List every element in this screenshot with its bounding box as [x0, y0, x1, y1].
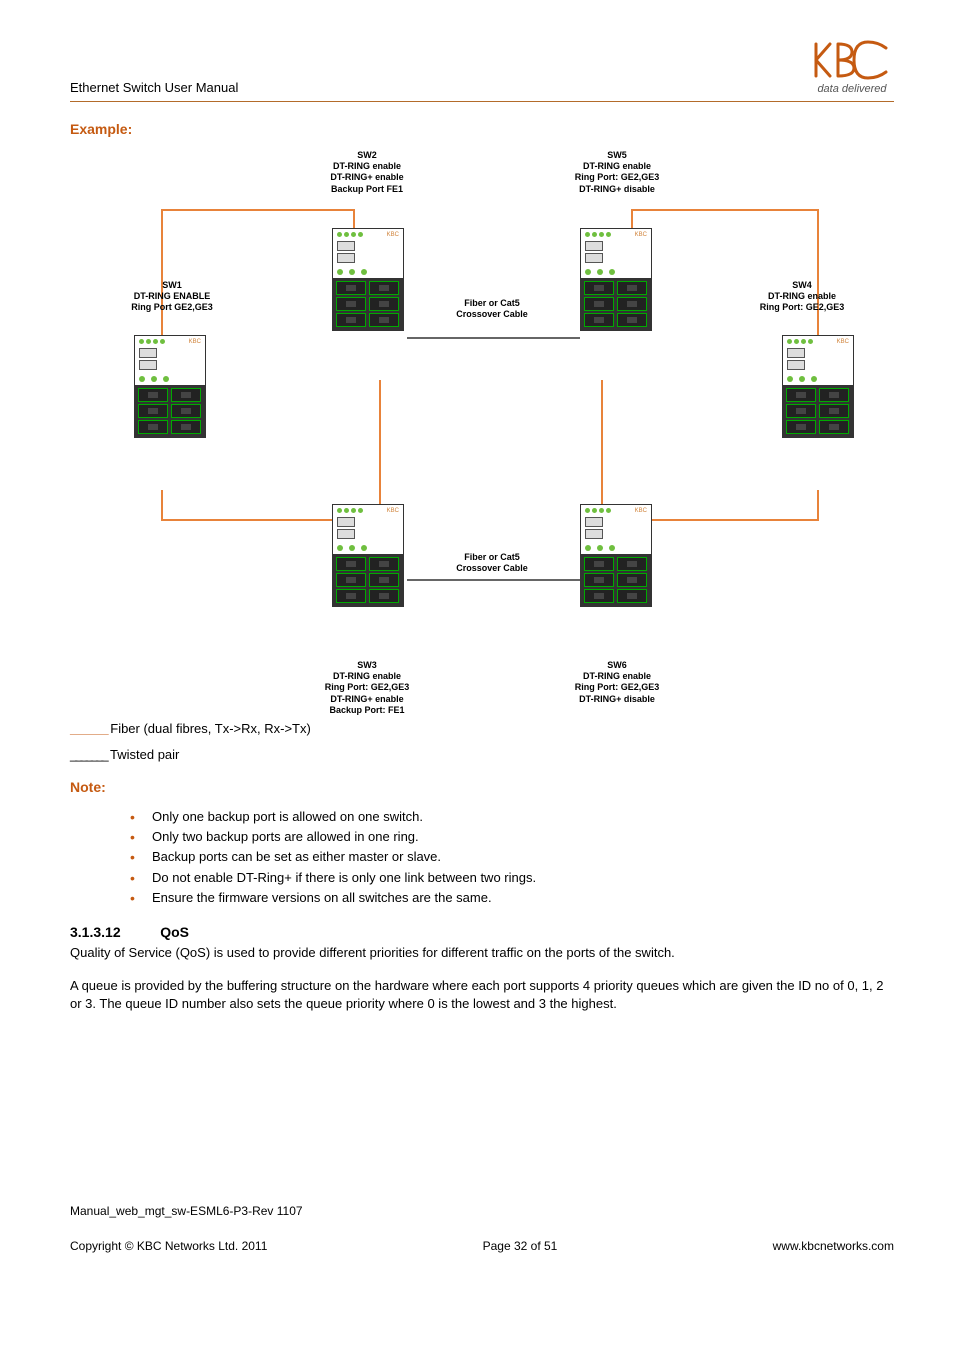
header-title: Ethernet Switch User Manual — [70, 79, 238, 97]
note-item: Do not enable DT-Ring+ if there is only … — [130, 869, 894, 887]
legend: _______ Fiber (dual fibres, Tx->Rx, Rx->… — [70, 720, 894, 764]
page-footer: Manual_web_mgt_sw-ESML6-P3-Rev 1107 Copy… — [70, 1203, 894, 1255]
sw1-device: KBC — [134, 335, 206, 438]
footer-page: Page 32 of 51 — [483, 1238, 558, 1255]
brand-logo: data delivered — [810, 40, 894, 97]
qos-title: QoS — [160, 924, 189, 940]
note-list: Only one backup port is allowed on one s… — [70, 808, 894, 907]
sw2-device: KBC — [332, 228, 404, 331]
page-header: Ethernet Switch User Manual data deliver… — [70, 40, 894, 102]
qos-para1: Quality of Service (QoS) is used to prov… — [70, 944, 894, 962]
sw5-label: SW5 DT-RING enable Ring Port: GE2,GE3 DT… — [547, 150, 687, 195]
note-item: Backup ports can be set as either master… — [130, 848, 894, 866]
sw6-label: SW6 DT-RING enable Ring Port: GE2,GE3 DT… — [547, 660, 687, 705]
legend-fiber: _______ Fiber (dual fibres, Tx->Rx, Rx->… — [70, 720, 894, 738]
sw3-label: SW3 DT-RING enable Ring Port: GE2,GE3 DT… — [297, 660, 437, 716]
legend-twisted-label: Twisted pair — [110, 747, 179, 762]
sw1-label: SW1 DT-RING ENABLE Ring Port GE2,GE3 — [102, 280, 242, 314]
footer-copyright: Copyright © KBC Networks Ltd. 2011 — [70, 1238, 267, 1255]
sw5-device: KBC — [580, 228, 652, 331]
legend-fiber-label: Fiber (dual fibres, Tx->Rx, Rx->Tx) — [110, 721, 311, 736]
footer-filename: Manual_web_mgt_sw-ESML6-P3-Rev 1107 — [70, 1203, 894, 1220]
example-heading: Example: — [70, 120, 894, 140]
logo-tagline: data delivered — [817, 82, 886, 97]
qos-number: 3.1.3.12 — [70, 924, 121, 940]
legend-twisted: _______ Twisted pair — [70, 746, 894, 764]
sw2-label: SW2 DT-RING enable DT-RING+ enable Backu… — [297, 150, 437, 195]
qos-para2: A queue is provided by the buffering str… — [70, 977, 894, 1013]
cable-label-bottom: Fiber or Cat5Crossover Cable — [442, 552, 542, 574]
cable-label-top: Fiber or Cat5Crossover Cable — [442, 298, 542, 320]
network-diagram: SW1 DT-RING ENABLE Ring Port GE2,GE3 SW2… — [72, 150, 892, 710]
kbc-logo-icon — [810, 40, 894, 80]
note-heading: Note: — [70, 778, 894, 798]
sw6-device: KBC — [580, 504, 652, 607]
note-item: Only one backup port is allowed on one s… — [130, 808, 894, 826]
footer-url: www.kbcnetworks.com — [773, 1238, 894, 1255]
note-item: Ensure the firmware versions on all swit… — [130, 889, 894, 907]
note-item: Only two backup ports are allowed in one… — [130, 828, 894, 846]
sw4-label: SW4 DT-RING enable Ring Port: GE2,GE3 — [732, 280, 872, 314]
sw3-device: KBC — [332, 504, 404, 607]
qos-heading-row: 3.1.3.12 QoS — [70, 923, 894, 943]
sw4-device: KBC — [782, 335, 854, 438]
